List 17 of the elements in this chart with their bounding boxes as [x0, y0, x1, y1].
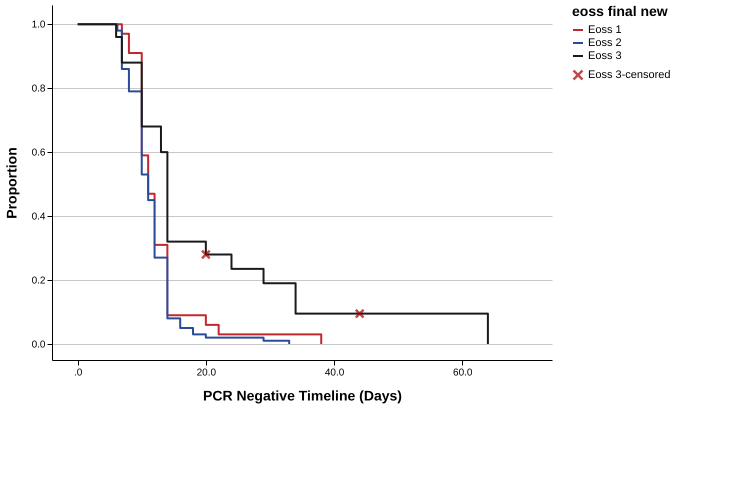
legend-title: eoss final new	[572, 3, 668, 19]
y-tick-label: 1.0	[32, 20, 46, 31]
x-tick-label: 40.0	[324, 368, 345, 378]
legend-label: Eoss 2	[588, 37, 622, 49]
x-tick-label: 20.0	[196, 368, 217, 378]
y-tick-label: 0.8	[32, 84, 46, 95]
x-axis-title: PCR Negative Timeline (Days)	[203, 388, 402, 404]
y-tick-label: 0.4	[32, 212, 46, 223]
legend-label: Eoss 3	[588, 50, 622, 62]
x-tick-label: 60.0	[453, 368, 473, 378]
y-tick-label: 0.6	[32, 148, 46, 159]
y-tick-label: 0.0	[32, 340, 46, 351]
legend-label: Eoss 1	[588, 24, 622, 36]
x-tick-label: .0	[74, 368, 83, 378]
y-axis-title: Proportion	[4, 147, 20, 219]
y-tick-label: 0.2	[32, 276, 46, 287]
legend-label: Eoss 3-censored	[588, 69, 671, 81]
